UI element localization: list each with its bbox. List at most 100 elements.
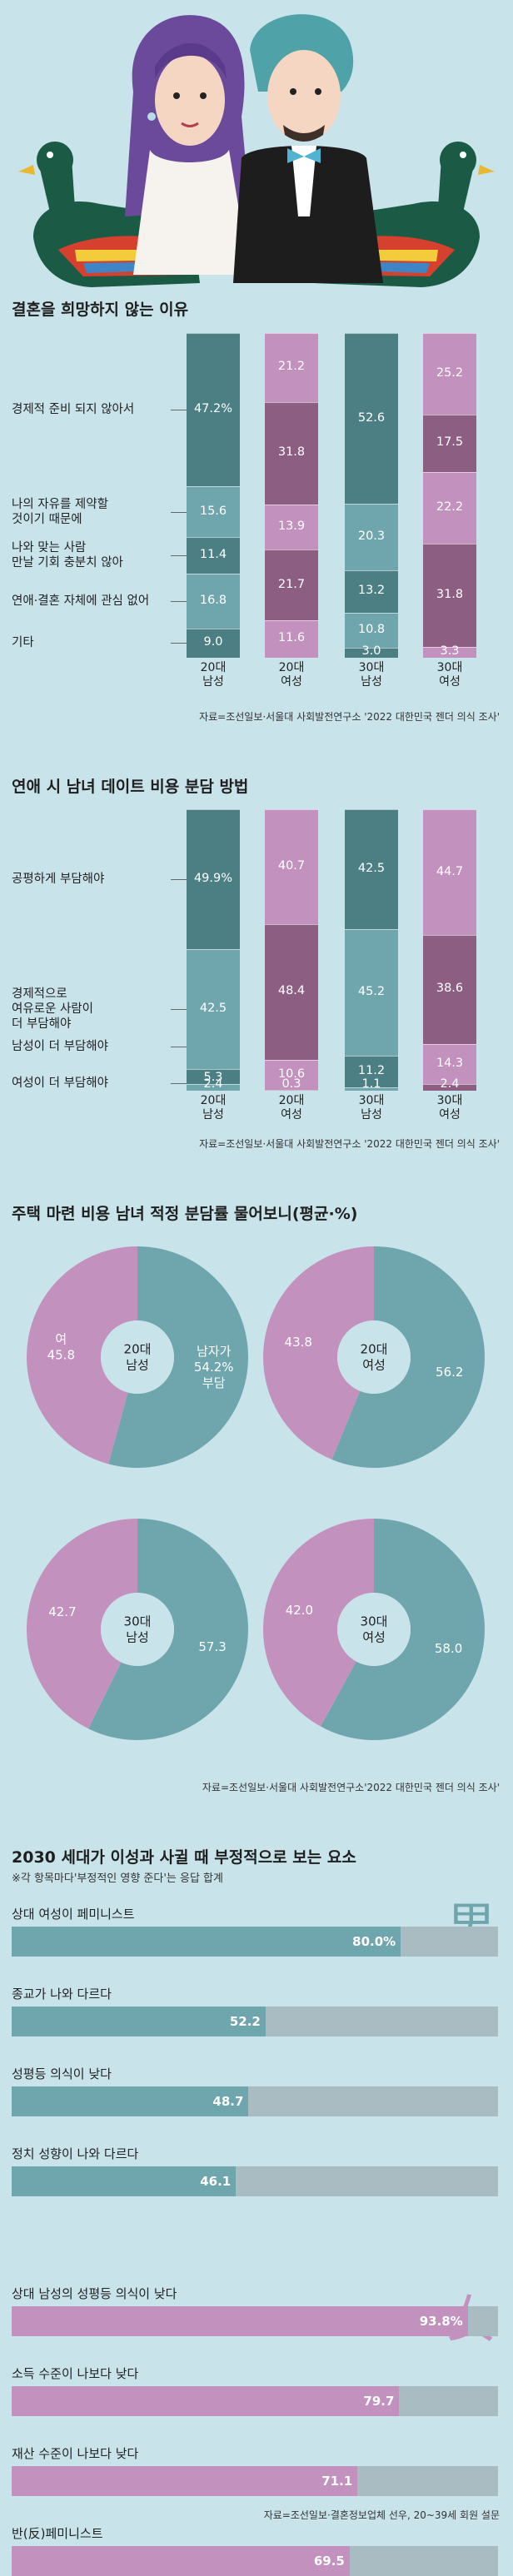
category-axis-label: 30대 남성 xyxy=(358,661,385,689)
hbar-value-label: 48.7 xyxy=(212,2094,244,2109)
bar-segment xyxy=(187,1069,240,1084)
bar-value-label: 17.5 xyxy=(436,435,464,450)
hbar-category-label: 정치 성향이 나와 다르다 xyxy=(12,2146,139,2161)
bar-segment xyxy=(265,550,318,620)
hbar-track: 52.2 xyxy=(12,2007,498,2036)
bar-segment xyxy=(345,333,398,505)
donut-center-label: 30대 여성 xyxy=(361,1614,388,1645)
hbar-value-label: 79.7 xyxy=(363,2394,395,2409)
chart4-title: 2030 세대가 이성과 사귈 때 부정적으로 보는 요소 xyxy=(12,1848,356,1867)
bar-value-label: 16.8 xyxy=(199,594,227,608)
bar-segment xyxy=(345,569,398,614)
bar-value-label: 2.4 xyxy=(203,1077,223,1091)
donut-hole xyxy=(337,1593,411,1666)
bar-value-label: 42.5 xyxy=(357,861,386,875)
bar-segment xyxy=(423,647,476,658)
leader-line xyxy=(171,1009,187,1011)
series-label: 공평하게 부담해야 xyxy=(12,873,105,887)
bar-segment xyxy=(345,1087,398,1091)
series-label: 경제적으로 여유로운 사람이 더 부담해야 xyxy=(12,987,93,1032)
donut-male-value: 57.3 xyxy=(198,1639,226,1654)
category-axis-label: 30대 남성 xyxy=(358,1094,385,1121)
bar-value-label: 47.2% xyxy=(193,402,233,416)
chart2-source: 자료=조선일보·서울대 사회발전연구소 '2022 대한민국 젠더 의식 조사' xyxy=(199,1138,500,1150)
hbar-track: 80.0% xyxy=(12,1927,498,1957)
bar-value-label: 31.8 xyxy=(277,445,306,460)
bar-segment xyxy=(187,949,240,1069)
hbar-track: 79.7 xyxy=(12,2386,498,2416)
bar-value-label: 14.3 xyxy=(436,1056,464,1070)
bar-segment xyxy=(187,1083,240,1091)
series-label: 경제적 준비 되지 않아서 xyxy=(12,403,135,417)
bar-segment xyxy=(187,333,240,487)
hbar-track: 69.5 xyxy=(12,2546,498,2576)
bar-value-label: 25.2 xyxy=(436,366,464,380)
leader-line xyxy=(171,1083,187,1084)
chart4-source: 자료=조선일보·결혼정보업체 선우, 20~39세 회원 설문 xyxy=(263,2509,500,2521)
series-label: 연애·결혼 자체에 관심 없어 xyxy=(12,594,150,609)
donut-center-label: 20대 남성 xyxy=(124,1342,152,1373)
donut-center-label: 30대 남성 xyxy=(124,1614,152,1645)
hbar-fill xyxy=(12,2386,400,2416)
hbar-category-label: 상대 남성의 성평등 의식이 낮다 xyxy=(12,2286,177,2301)
bar-value-label: 44.7 xyxy=(436,864,464,878)
bar-value-label: 22.2 xyxy=(436,500,464,514)
category-axis-label: 30대 여성 xyxy=(436,661,463,689)
donut-hole xyxy=(337,1320,411,1394)
bar-value-label: 38.6 xyxy=(436,982,464,996)
hbar-fill xyxy=(12,2086,249,2116)
bar-value-label: 9.0 xyxy=(203,635,223,649)
series-label: 기타 xyxy=(12,636,34,650)
chart1-title: 결혼을 희망하지 않는 이유 xyxy=(12,301,189,319)
hbar-value-label: 46.1 xyxy=(200,2174,232,2189)
chart2-title: 연애 시 남녀 데이트 비용 분담 방법 xyxy=(12,778,249,796)
bar-segment xyxy=(265,505,318,550)
hbar-value-label: 71.1 xyxy=(321,2474,353,2489)
category-axis-label: 20대 여성 xyxy=(278,661,305,689)
donut-male-value: 56.2 xyxy=(436,1365,463,1380)
donut-slice-male xyxy=(88,1519,248,1740)
donut-slice-female xyxy=(27,1246,138,1465)
hbar-value-label: 80.0% xyxy=(352,1934,396,1949)
bar-segment xyxy=(265,1060,318,1090)
hbar-category-label: 상대 여성이 페미니스트 xyxy=(12,1907,135,1922)
donut-hole xyxy=(101,1320,174,1394)
leader-line xyxy=(171,643,187,644)
bar-value-label: 11.2 xyxy=(357,1064,386,1078)
category-axis-label: 30대 여성 xyxy=(436,1094,463,1121)
bar-segment xyxy=(345,1056,398,1088)
hbar-value-label: 52.2 xyxy=(229,2014,261,2029)
bar-value-label: 0.3 xyxy=(281,1077,301,1091)
series-label: 남성이 더 부담해야 xyxy=(12,1040,108,1053)
bar-value-label: 40.7 xyxy=(277,858,306,873)
hbar-track: 93.8% xyxy=(12,2306,498,2336)
bar-segment xyxy=(345,648,398,658)
bar-segment xyxy=(345,613,398,649)
bar-value-label: 15.6 xyxy=(199,504,227,518)
bar-value-label: 13.2 xyxy=(357,584,386,598)
bride-figure xyxy=(125,15,250,275)
donut-female-value: 42.0 xyxy=(286,1603,313,1618)
bar-segment xyxy=(265,1089,318,1091)
bar-value-label: 2.4 xyxy=(440,1077,460,1091)
bar-segment xyxy=(423,1043,476,1084)
bar-segment xyxy=(187,536,240,574)
donut-slice-male xyxy=(331,1246,485,1468)
bar-segment xyxy=(265,619,318,658)
bar-value-label: 13.9 xyxy=(277,520,306,534)
hbar-category-label: 종교가 나와 다르다 xyxy=(12,1987,112,2002)
hbar-track: 48.7 xyxy=(12,2086,498,2116)
donut-male-value: 58.0 xyxy=(435,1641,462,1656)
hbar-track: 46.1 xyxy=(12,2166,498,2196)
category-axis-label: 20대 남성 xyxy=(200,1094,227,1121)
donut-slice-female xyxy=(262,1246,374,1460)
bar-value-label: 49.9% xyxy=(193,872,233,886)
bar-segment xyxy=(187,486,240,537)
bar-segment xyxy=(423,1083,476,1091)
bar-segment xyxy=(423,544,476,648)
bar-value-label: 42.5 xyxy=(199,1002,227,1016)
donut-slice-male xyxy=(320,1519,485,1740)
donut-slice-male xyxy=(108,1246,249,1468)
hbar-fill xyxy=(12,2007,266,2036)
groom-figure xyxy=(233,14,383,283)
